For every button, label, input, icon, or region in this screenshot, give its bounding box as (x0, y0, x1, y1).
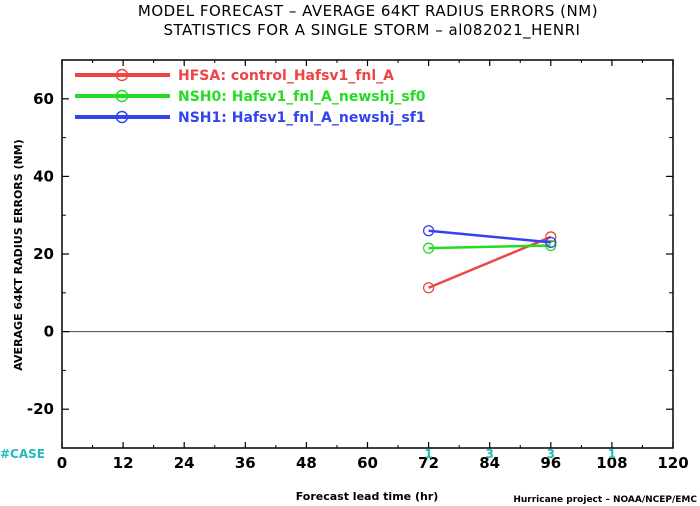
x-tick-label: 96 (540, 454, 561, 472)
x-tick-label: 12 (113, 454, 134, 472)
x-tick-label: 0 (57, 454, 67, 472)
legend-label: NSH1: Hafsv1_fnl_A_newshj_sf1 (178, 110, 426, 126)
credit-text: Hurricane project – NOAA/NCEP/EMC (513, 495, 697, 505)
series-line (428, 235, 552, 289)
x-tick-label: 36 (235, 454, 256, 472)
x-tick-label: 48 (296, 454, 317, 472)
series-1 (422, 239, 557, 254)
y-tick-label: 40 (33, 167, 54, 185)
y-tick-label: -20 (27, 400, 54, 418)
y-axis-label: AVERAGE 64KT RADIUS ERRORS (NM) (12, 139, 25, 370)
legend-entry-0: HFSA: control_Hafsv1_fnl_A (75, 68, 394, 84)
x-tick-label: 24 (174, 454, 195, 472)
chart-title-line2: STATISTICS FOR A SINGLE STORM – al082021… (164, 21, 581, 40)
legend-label: NSH0: Hafsv1_fnl_A_newshj_sf0 (178, 89, 426, 105)
case-count: 1 (608, 447, 616, 461)
y-tick-label: 0 (44, 323, 54, 341)
legend-entry-1: NSH0: Hafsv1_fnl_A_newshj_sf0 (75, 89, 426, 105)
legend-marker (115, 89, 129, 103)
x-tick-label: 120 (657, 454, 688, 472)
data-point (422, 282, 435, 294)
series-2 (422, 225, 557, 249)
series-line (428, 244, 551, 250)
y-tick-label: 20 (33, 245, 54, 263)
x-tick-label: 84 (479, 454, 500, 472)
data-point (422, 242, 435, 254)
x-tick-label: 60 (357, 454, 378, 472)
case-count: 3 (547, 447, 555, 461)
legend-marker (115, 110, 129, 124)
x-tick-label: 72 (418, 454, 439, 472)
legend-label: HFSA: control_Hafsv1_fnl_A (178, 68, 394, 84)
chart-title-line1: MODEL FORECAST – AVERAGE 64KT RADIUS ERR… (138, 2, 598, 20)
case-label: #CASE (0, 447, 45, 461)
data-point (545, 239, 557, 252)
x-tick-label: 108 (596, 454, 627, 472)
x-axis-label: Forecast lead time (hr) (296, 490, 439, 503)
case-count: 3 (486, 447, 494, 461)
legend-entry-2: NSH1: Hafsv1_fnl_A_newshj_sf1 (75, 110, 426, 126)
case-count: 1 (424, 447, 432, 461)
series-line (428, 229, 551, 244)
y-tick-label: 60 (33, 90, 54, 108)
data-point (545, 236, 557, 249)
data-point (422, 225, 435, 237)
legend-marker (115, 68, 129, 82)
